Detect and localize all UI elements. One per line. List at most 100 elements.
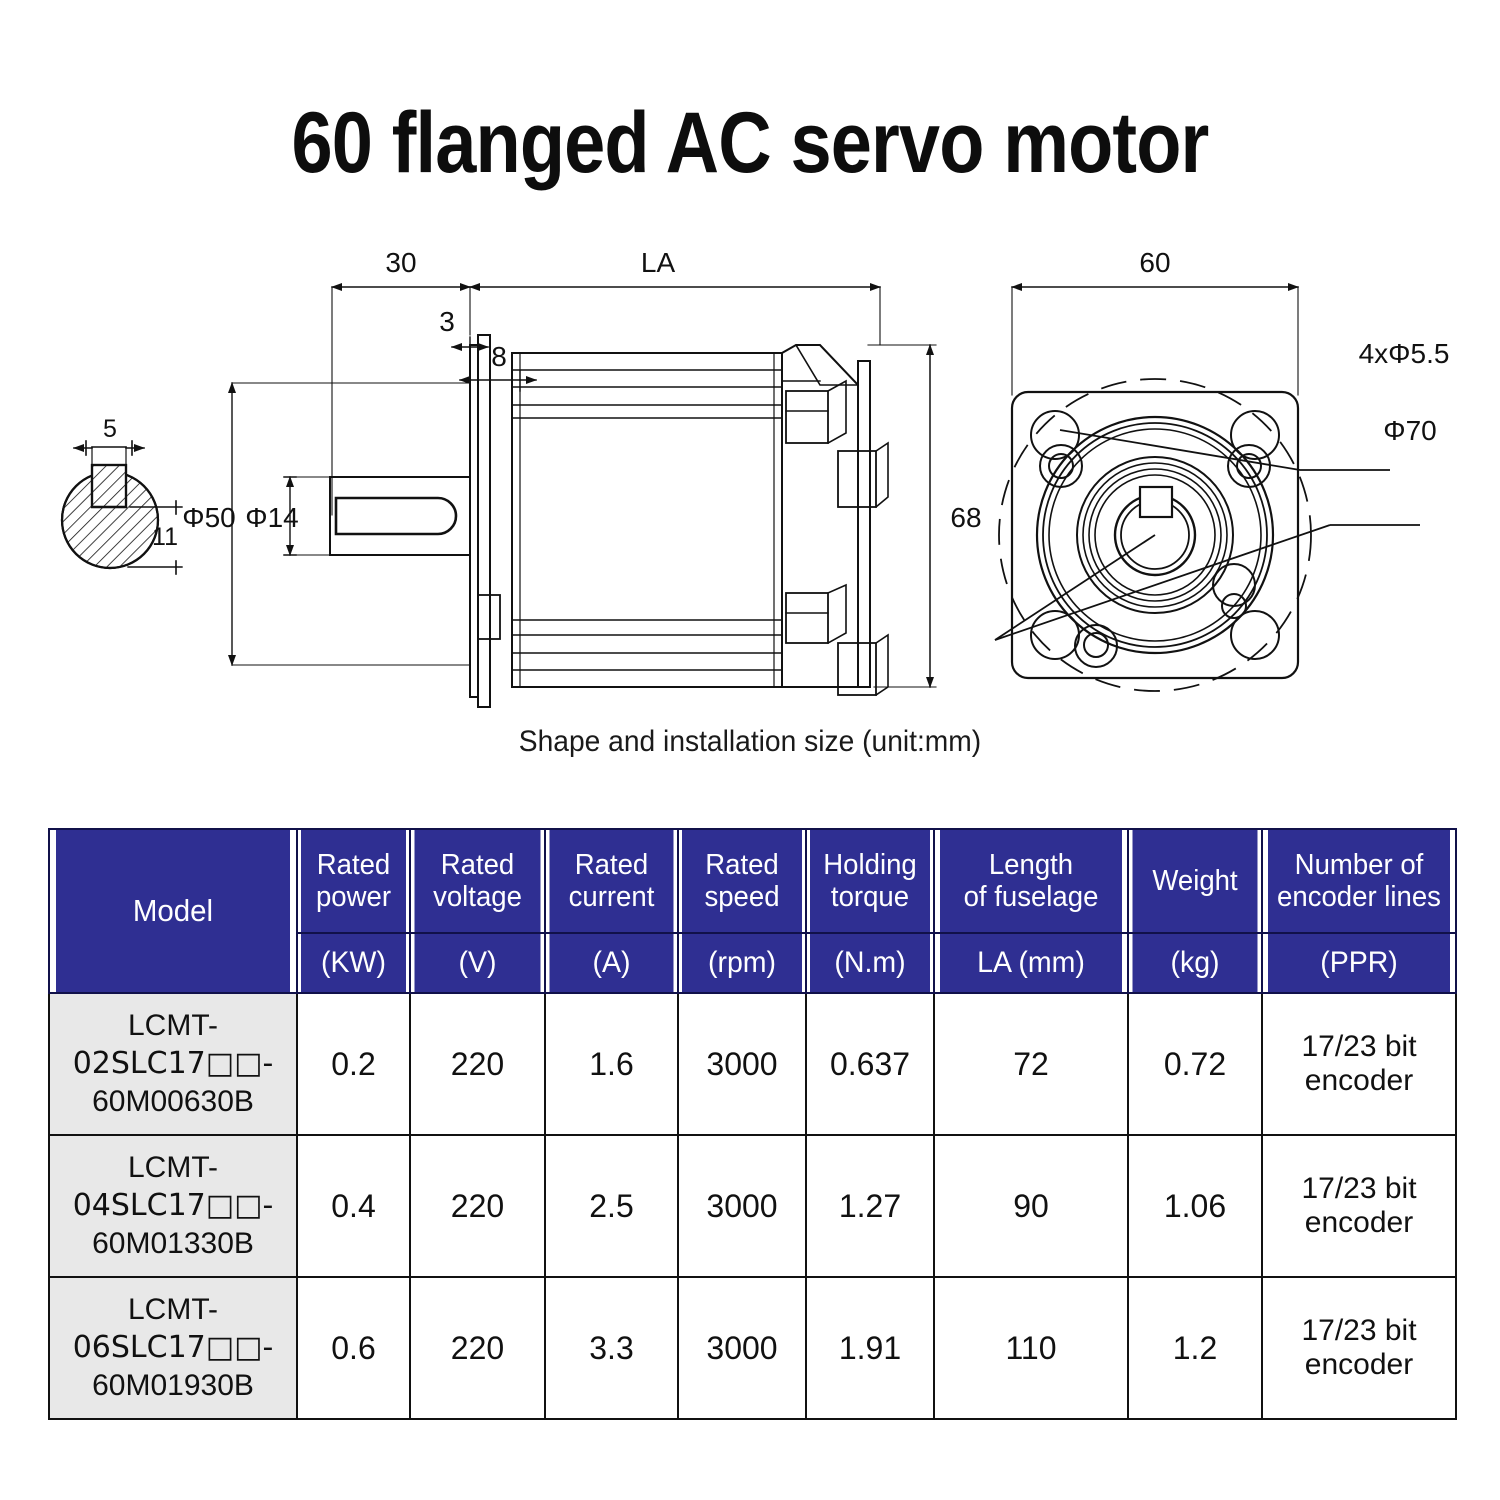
col-unit-torque: (N.m) bbox=[808, 932, 932, 994]
label-line1: Rated bbox=[574, 849, 649, 881]
cell-rated-power: 0.6 bbox=[296, 1276, 411, 1420]
side-section-view bbox=[228, 283, 937, 708]
encoder-line2: encoder bbox=[1304, 1348, 1414, 1381]
label-line2: current bbox=[568, 881, 655, 913]
col-header-holding-torque: Holding torque bbox=[808, 828, 932, 934]
label-line2: voltage bbox=[433, 881, 522, 913]
encoder-line1: 17/23 bit bbox=[1301, 1172, 1417, 1205]
col-header-rated-power: Rated power bbox=[298, 828, 409, 934]
dim-68: 68 bbox=[950, 502, 981, 533]
table-row: LCMT- 02SLC17□□- 60M00630B 0.2 220 1.6 3… bbox=[48, 992, 1457, 1136]
model-line3: 60M01930B bbox=[92, 1369, 254, 1402]
table-header-row-2: (KW) (V) (A) (rpm) (N.m) LA (mm) (kg) (P… bbox=[49, 932, 1456, 994]
label-line2: encoder lines bbox=[1277, 881, 1441, 913]
col-unit-weight: (kg) bbox=[1130, 932, 1260, 994]
page-title: 60 flanged AC servo motor bbox=[291, 95, 1210, 191]
dim-phi14: Φ14 bbox=[245, 502, 298, 533]
cell-holding-torque: 0.637 bbox=[805, 992, 935, 1136]
cell-rated-speed: 3000 bbox=[677, 1276, 807, 1420]
col-header-encoder-lines: Number of encoder lines bbox=[1265, 828, 1453, 934]
col-header-rated-current: Rated current bbox=[547, 828, 676, 934]
front-view bbox=[1011, 283, 1299, 396]
col-header-rated-speed: Rated speed bbox=[680, 828, 804, 934]
col-unit-length: LA (mm) bbox=[937, 932, 1125, 994]
table-row: LCMT- 06SLC17□□- 60M01930B 0.6 220 3.3 3… bbox=[48, 1276, 1457, 1420]
encoder-line2: encoder bbox=[1304, 1064, 1414, 1097]
label-line2: speed bbox=[704, 881, 780, 913]
encoder-line2: encoder bbox=[1304, 1206, 1414, 1239]
encoder-line1: 17/23 bit bbox=[1301, 1314, 1417, 1347]
model-line3: 60M01330B bbox=[92, 1227, 254, 1260]
cell-rated-speed: 3000 bbox=[677, 992, 807, 1136]
col-header-rated-voltage: Rated voltage bbox=[412, 828, 543, 934]
label-line1: Rated bbox=[705, 849, 779, 881]
cell-holding-torque: 1.91 bbox=[805, 1276, 935, 1420]
cell-encoder: 17/23 bit encoder bbox=[1261, 992, 1457, 1136]
cell-weight: 1.06 bbox=[1127, 1134, 1263, 1278]
cell-rated-voltage: 220 bbox=[409, 1134, 546, 1278]
col-unit-encoder: (PPR) bbox=[1265, 932, 1453, 994]
dim-key-height: 11 bbox=[152, 523, 178, 551]
dim-3: 3 bbox=[439, 306, 455, 337]
table-header-row-1: Model Rated power Rated voltage Rated cu… bbox=[49, 828, 1456, 994]
label-line2: power bbox=[315, 881, 392, 913]
cell-rated-voltage: 220 bbox=[409, 992, 546, 1136]
drawing-caption: Shape and installation size (unit:mm) bbox=[518, 725, 982, 758]
dim-30: 30 bbox=[385, 247, 416, 278]
cell-holding-torque: 1.27 bbox=[805, 1134, 935, 1278]
label-line1: Number of bbox=[1294, 849, 1424, 881]
col-unit-speed: (rpm) bbox=[680, 932, 804, 994]
label-line1: Rated bbox=[316, 849, 391, 881]
label-line2: torque bbox=[830, 881, 910, 913]
col-unit-power: (KW) bbox=[298, 932, 409, 994]
cell-encoder: 17/23 bit encoder bbox=[1261, 1276, 1457, 1420]
encoder-line1: 17/23 bit bbox=[1301, 1030, 1417, 1063]
spec-table: Model Rated power Rated voltage Rated cu… bbox=[48, 828, 1457, 1420]
cell-model: LCMT- 06SLC17□□- 60M01930B bbox=[48, 1276, 298, 1420]
front-view-body bbox=[994, 378, 1420, 692]
label-line2: of fuselage bbox=[963, 881, 1099, 913]
col-header-model: Model bbox=[54, 828, 292, 994]
model-line3: 60M00630B bbox=[92, 1085, 254, 1118]
cell-length: 90 bbox=[933, 1134, 1129, 1278]
cell-rated-current: 3.3 bbox=[544, 1276, 679, 1420]
cell-rated-power: 0.2 bbox=[296, 992, 411, 1136]
col-header-weight: Weight bbox=[1130, 828, 1260, 934]
cell-rated-speed: 3000 bbox=[677, 1134, 807, 1278]
label-line1: Rated bbox=[440, 849, 515, 881]
cell-weight: 1.2 bbox=[1127, 1276, 1263, 1420]
cell-rated-power: 0.4 bbox=[296, 1134, 411, 1278]
technical-drawing: 5 11 bbox=[60, 247, 1450, 708]
dim-phi70: Φ70 bbox=[1383, 415, 1436, 446]
spec-table-container: Model Rated power Rated voltage Rated cu… bbox=[48, 828, 1457, 1420]
dim-60: 60 bbox=[1139, 247, 1170, 278]
col-unit-voltage: (V) bbox=[412, 932, 543, 994]
cell-length: 110 bbox=[933, 1276, 1129, 1420]
dim-phi50: Φ50 bbox=[182, 502, 235, 533]
model-line1: LCMT- bbox=[128, 1009, 218, 1042]
dim-8: 8 bbox=[491, 341, 507, 372]
cell-model: LCMT- 02SLC17□□- 60M00630B bbox=[48, 992, 298, 1136]
label-line1: Length bbox=[988, 849, 1074, 881]
model-line2: 04SLC17□□- bbox=[72, 1188, 274, 1223]
cell-length: 72 bbox=[933, 992, 1129, 1136]
cell-weight: 0.72 bbox=[1127, 992, 1263, 1136]
model-line2: 02SLC17□□- bbox=[72, 1046, 274, 1081]
keyway-detail bbox=[60, 440, 183, 575]
dim-key-width: 5 bbox=[103, 415, 117, 443]
cell-model: LCMT- 04SLC17□□- 60M01330B bbox=[48, 1134, 298, 1278]
cell-rated-current: 1.6 bbox=[544, 992, 679, 1136]
cell-rated-voltage: 220 bbox=[409, 1276, 546, 1420]
dim-4x-phi5-5: 4xΦ5.5 bbox=[1359, 338, 1450, 369]
cell-rated-current: 2.5 bbox=[544, 1134, 679, 1278]
model-line1: LCMT- bbox=[128, 1151, 218, 1184]
col-unit-current: (A) bbox=[547, 932, 676, 994]
model-line2: 06SLC17□□- bbox=[72, 1330, 274, 1365]
dim-LA: LA bbox=[641, 247, 676, 278]
table-row: LCMT- 04SLC17□□- 60M01330B 0.4 220 2.5 3… bbox=[48, 1134, 1457, 1278]
col-header-length-of-fuselage: Length of fuselage bbox=[937, 828, 1125, 934]
label-line1: Holding bbox=[823, 849, 917, 881]
cell-encoder: 17/23 bit encoder bbox=[1261, 1134, 1457, 1278]
model-line1: LCMT- bbox=[128, 1293, 218, 1326]
